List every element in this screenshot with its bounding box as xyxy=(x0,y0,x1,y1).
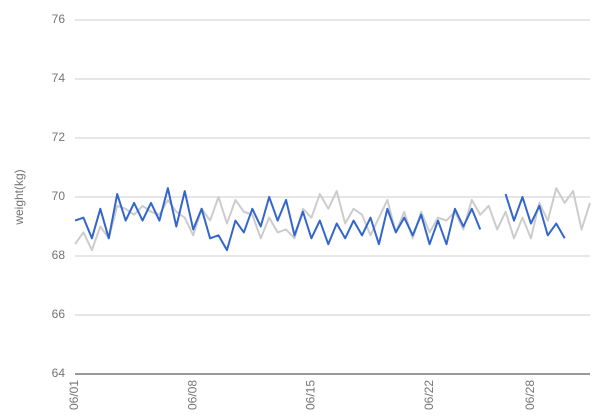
y-tick-label: 74 xyxy=(52,71,66,85)
data-line xyxy=(74,187,566,252)
y-tick-label: 64 xyxy=(52,366,66,380)
y-tick-label: 68 xyxy=(52,248,66,262)
x-tick-label: 06/01 xyxy=(67,380,81,410)
x-tick-label: 06/08 xyxy=(185,380,199,410)
y-axis-label: weight(kg) xyxy=(12,169,26,225)
y-tick-label: 72 xyxy=(52,130,66,144)
y-tick-label: 76 xyxy=(52,12,66,26)
x-tick-label: 06/15 xyxy=(304,380,318,410)
y-tick-label: 70 xyxy=(52,189,66,203)
x-tick-label: 06/28 xyxy=(523,380,537,410)
y-tick-label: 66 xyxy=(52,307,66,321)
x-tick-label: 06/22 xyxy=(422,380,436,410)
